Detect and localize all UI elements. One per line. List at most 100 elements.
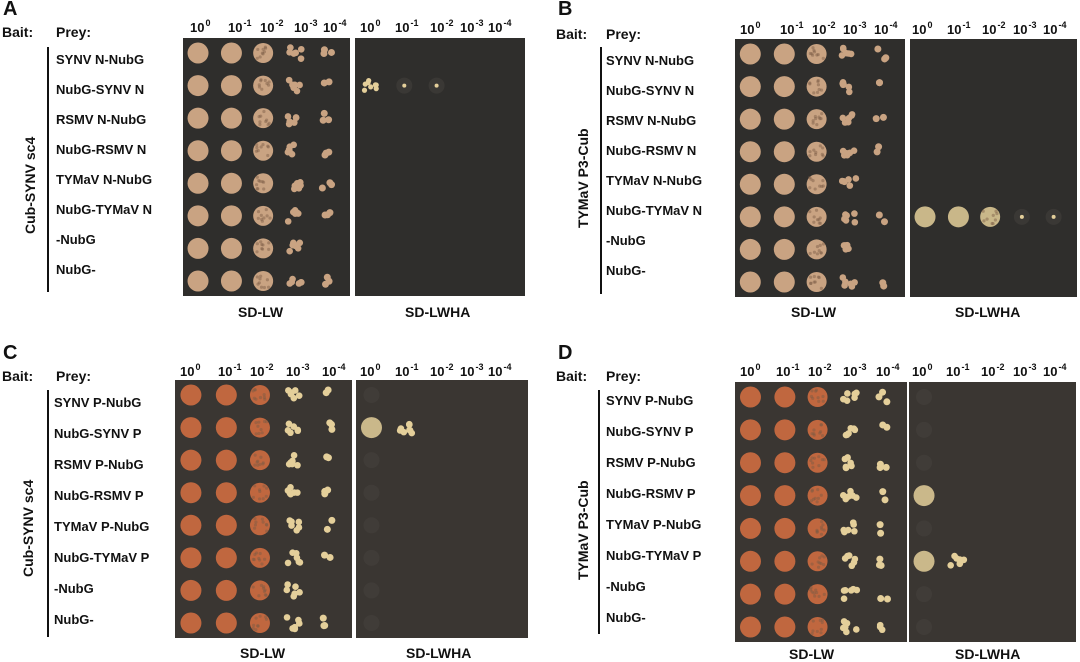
- colony-spot: [873, 143, 883, 156]
- colony-spot: [739, 386, 761, 408]
- colony-spot: [739, 43, 761, 65]
- colony-spot: [774, 583, 796, 605]
- prey-header: Prey:: [606, 368, 642, 384]
- dilution-label: 10-2: [812, 20, 835, 37]
- colony-spot: [774, 517, 796, 539]
- dilution-exponent: -1: [961, 362, 970, 372]
- dilution-label: 10-1: [395, 362, 418, 379]
- colony-spot: [877, 594, 891, 603]
- prey-label: NubG-: [54, 612, 94, 627]
- dilution-exponent: -1: [791, 362, 800, 372]
- prey-label: TYMaV P-NubG: [606, 517, 702, 532]
- colony-spot: [806, 206, 827, 227]
- colony-spot: [326, 419, 336, 433]
- colony-spot: [839, 78, 853, 96]
- prey-label: RSMV P-NubG: [54, 457, 144, 472]
- bracket-line: [47, 390, 49, 637]
- colony-spot: [249, 580, 270, 601]
- bait-header: Bait:: [556, 26, 588, 42]
- dilution-label: 10-3: [460, 18, 483, 35]
- colony-spot: [180, 417, 202, 439]
- colony-spot: [1045, 208, 1062, 225]
- dilution-base: 10: [395, 364, 410, 379]
- dilution-exponent: -4: [503, 362, 512, 372]
- prey-label: NubG-TYMaV P: [606, 548, 702, 563]
- colony-spot: [286, 239, 304, 255]
- colony-spot: [215, 482, 237, 504]
- colony-spot: [841, 454, 855, 472]
- medium-label-sd-lw: SD-LW: [240, 645, 286, 661]
- colony-spot: [773, 43, 795, 65]
- colony-spot: [980, 206, 1001, 227]
- colony-spot: [253, 43, 274, 63]
- medium-label-sd-lw: SD-LW: [238, 304, 284, 320]
- colony-spot: [773, 238, 795, 260]
- dilution-label: 10-2: [430, 18, 453, 35]
- colony-spot: [249, 547, 270, 568]
- colony-spot: [220, 107, 242, 129]
- colony-spot: [840, 241, 852, 253]
- colony-spot: [363, 387, 380, 403]
- colony-spot: [774, 419, 796, 441]
- medium-label-sd-lwha: SD-LWHA: [955, 646, 1021, 662]
- colony-spot: [286, 517, 303, 534]
- colony-spot: [879, 488, 889, 504]
- dilution-label: 10-1: [780, 20, 803, 37]
- bait-header: Bait:: [2, 24, 34, 40]
- colony-spot: [286, 275, 305, 287]
- dilution-label: 100: [912, 20, 932, 37]
- colony-spot: [215, 384, 237, 406]
- dilution-base: 10: [488, 364, 503, 379]
- colony-spot: [840, 519, 858, 536]
- colony-spot: [839, 487, 860, 503]
- colony-spot: [774, 485, 796, 507]
- bracket-line: [47, 47, 49, 292]
- dilution-base: 10: [740, 364, 755, 379]
- dilution-exponent: 0: [927, 362, 933, 372]
- dilution-exponent: -2: [265, 362, 274, 372]
- prey-label: NubG-RSMV P: [606, 486, 696, 501]
- colony-spot: [320, 78, 333, 87]
- bracket-line: [598, 390, 600, 634]
- dilution-label: 10-3: [286, 362, 309, 379]
- colony-spot: [947, 552, 968, 569]
- dilution-label: 10-4: [488, 362, 511, 379]
- colony-spot: [284, 549, 304, 567]
- colony-spot: [879, 279, 888, 290]
- colony-spot: [842, 424, 859, 439]
- dilution-label: 10-4: [874, 20, 897, 37]
- colony-spot: [249, 450, 270, 471]
- plate-sd-lwha: [910, 39, 1077, 297]
- dilution-exponent: -3: [475, 18, 484, 28]
- dilution-label: 10-4: [322, 362, 345, 379]
- prey-label: NubG-SYNV N: [606, 83, 695, 98]
- medium-label-sd-lw: SD-LW: [789, 646, 835, 662]
- dilution-label: 100: [180, 362, 200, 379]
- prey-label: NubG-RSMV N: [606, 143, 697, 158]
- colony-spot: [916, 619, 933, 635]
- prey-label: RSMV N-NubG: [606, 113, 697, 128]
- colony-spot: [319, 614, 329, 630]
- colony-spot: [286, 44, 305, 62]
- dilution-exponent: -2: [827, 20, 836, 30]
- colony-spot: [253, 140, 274, 161]
- bait-header: Bait:: [2, 368, 34, 384]
- dilution-exponent: -3: [475, 362, 484, 372]
- colony-spot: [180, 514, 202, 536]
- prey-label: NubG-SYNV P: [54, 426, 142, 441]
- dilution-base: 10: [286, 364, 301, 379]
- colony-spot: [839, 111, 856, 126]
- prey-label: SYNV P-NubG: [54, 395, 142, 410]
- colony-spot: [872, 113, 887, 123]
- dilution-exponent: 0: [375, 362, 381, 372]
- colony-spot: [187, 172, 209, 194]
- dilution-exponent: -2: [996, 362, 1005, 372]
- prey-header: Prey:: [606, 26, 642, 42]
- dilution-exponent: -4: [1058, 362, 1067, 372]
- plate-sd-lw: [183, 38, 350, 296]
- dilution-base: 10: [740, 22, 755, 37]
- colony-spot: [739, 485, 761, 507]
- colony-spot: [806, 141, 827, 162]
- colony-spot: [253, 173, 274, 194]
- dilution-exponent: -4: [1058, 20, 1067, 30]
